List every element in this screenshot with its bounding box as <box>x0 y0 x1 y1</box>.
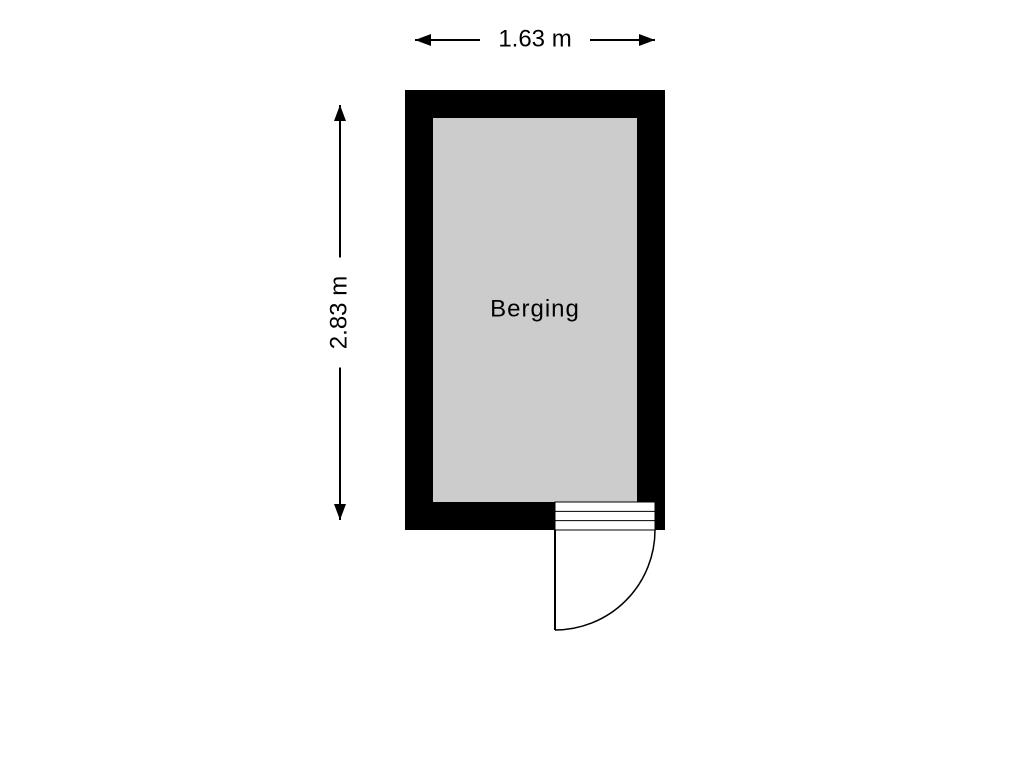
room-label: Berging <box>490 295 580 322</box>
door-swing-arc <box>555 530 655 630</box>
dimension-arrowhead <box>415 34 431 46</box>
dimension-arrowhead <box>334 105 346 121</box>
door-frame <box>555 502 655 530</box>
dimension-width-label: 1.63 m <box>498 25 571 52</box>
dimension-height-label: 2.83 m <box>325 276 352 349</box>
dimension-arrowhead <box>639 34 655 46</box>
dimension-arrowhead <box>334 504 346 520</box>
